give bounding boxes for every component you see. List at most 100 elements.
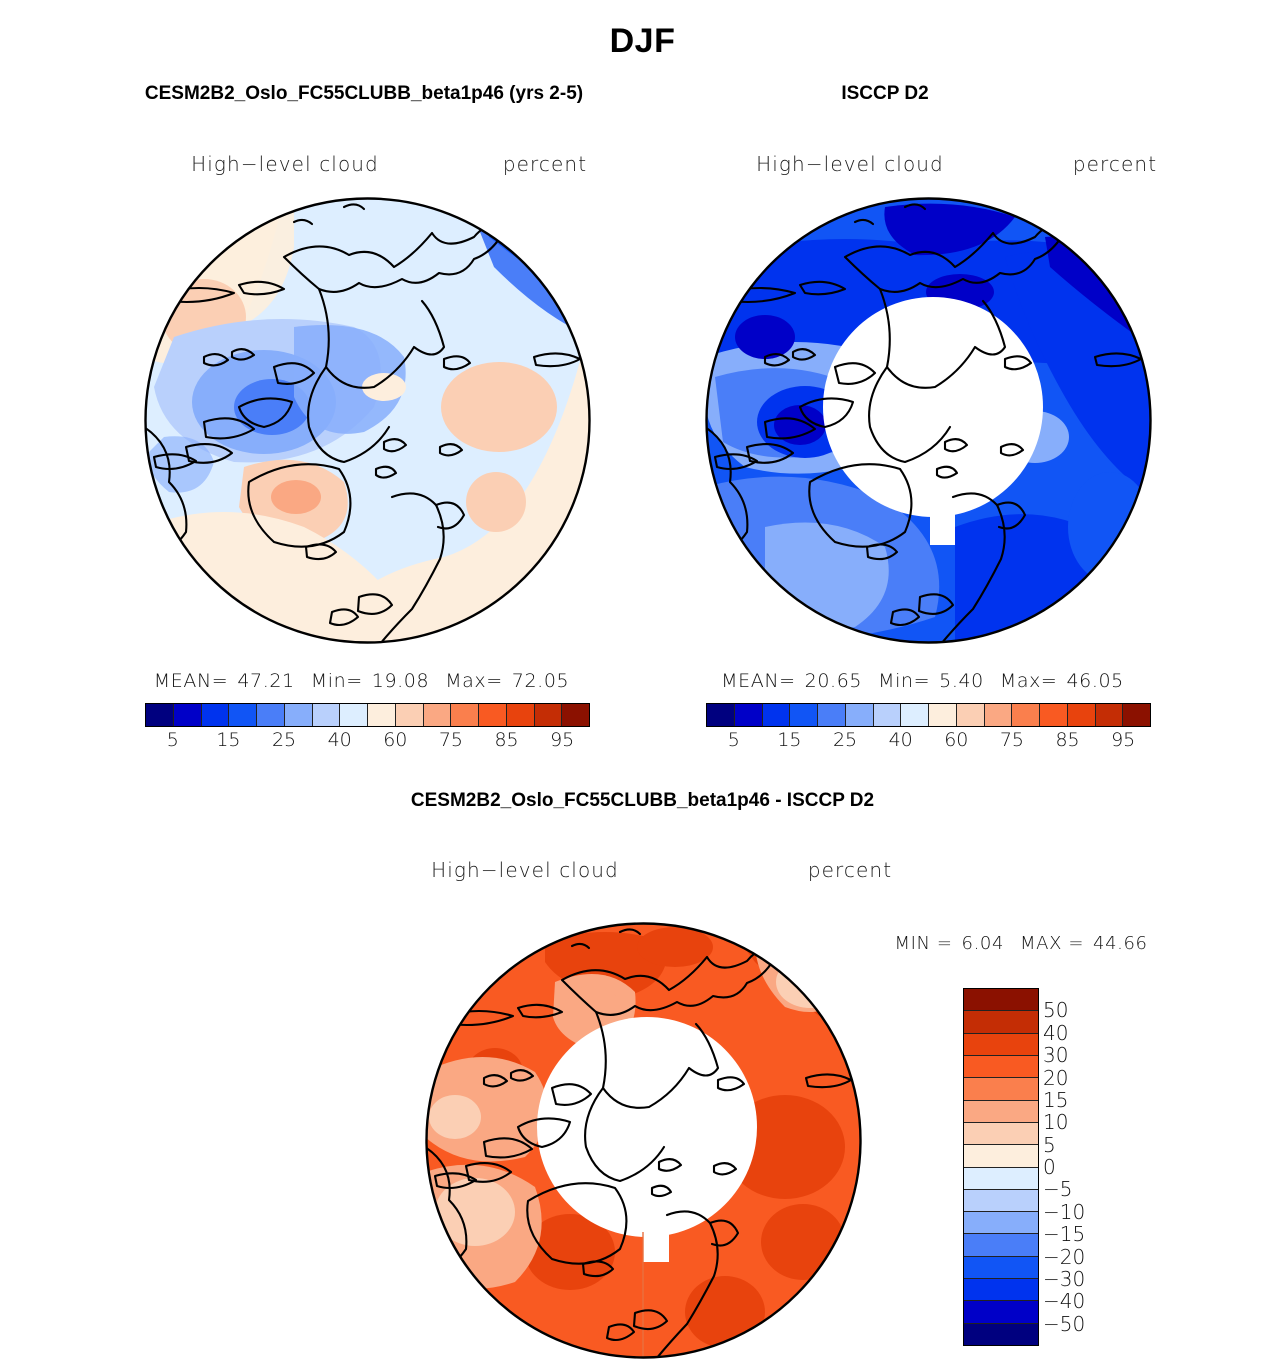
colorbar-cell-8 [368, 704, 396, 726]
model-colorbar-swatches [145, 703, 590, 727]
colorbar-cell-10 [423, 704, 452, 726]
diff-colorbar-tick-2: 40 [1043, 1020, 1069, 1045]
colorbar-tick-95: 95 [1111, 729, 1136, 751]
model-min-value: 19.08 [371, 670, 430, 692]
diff-colorbar-cell-1 [964, 1011, 1038, 1034]
colorbar-cell-8 [929, 704, 957, 726]
diff-colorbar-cell-10 [964, 1212, 1038, 1235]
diff-colorbar-tick-11: −15 [1043, 1222, 1086, 1247]
colorbar-cell-12 [479, 704, 507, 726]
colorbar-tick-85: 85 [1055, 729, 1080, 751]
diff-map [425, 922, 862, 1359]
colorbar-cell-3 [229, 704, 257, 726]
model-stats: MEAN= 47.21 Min= 19.08 Max= 72.05 [145, 670, 590, 692]
diff-colorbar-cell-15 [964, 1323, 1038, 1345]
colorbar-cell-3 [790, 704, 818, 726]
colorbar-cell-0 [707, 704, 735, 726]
colorbar-cell-11 [451, 704, 479, 726]
colorbar-tick-15: 15 [777, 729, 802, 751]
diff-colorbar-tick-5: 15 [1043, 1087, 1069, 1112]
colorbar-tick-15: 15 [216, 729, 241, 751]
obs-stats: MEAN= 20.65 Min= 5.40 Max= 46.05 [706, 670, 1151, 692]
diff-colorbar-ticks: 50 40 30 20 15 10 5 0 −5 −10 −15 −20 −30 −40 −50 [1043, 988, 1133, 1346]
model-min-label: Min= [310, 670, 363, 692]
diff-variable-label: High−level cloud [431, 858, 619, 882]
diff-colorbar-cell-14 [964, 1301, 1038, 1324]
diff-colorbar-swatches [963, 988, 1039, 1346]
colorbar-cell-7 [340, 704, 368, 726]
diff-colorbar-cell-5 [964, 1100, 1038, 1123]
colorbar-tick-5: 5 [727, 729, 740, 751]
model-panel-title: CESM2B2_Oslo_FC55CLUBB_beta1p46 (yrs 2-5… [144, 83, 584, 104]
colorbar-cell-15 [562, 704, 589, 726]
colorbar-tick-85: 85 [494, 729, 519, 751]
obs-colorbar-swatches [706, 703, 1151, 727]
diff-colorbar-tick-7: 5 [1043, 1132, 1056, 1157]
colorbar-cell-13 [1067, 704, 1096, 726]
obs-max-label: Max= [999, 670, 1058, 692]
model-units-label: percent [502, 152, 588, 176]
diff-colorbar-cell-3 [964, 1055, 1038, 1079]
colorbar-tick-60: 60 [944, 729, 969, 751]
colorbar-tick-75: 75 [999, 729, 1025, 751]
diff-colorbar-cell-8 [964, 1167, 1038, 1190]
model-colorbar: 5 15 25 40 60 75 85 95 [145, 703, 590, 751]
colorbar-cell-13 [506, 704, 535, 726]
diff-colorbar-tick-13: −30 [1043, 1266, 1086, 1291]
diff-min-label: MIN = [894, 933, 953, 954]
diff-colorbar-cell-11 [964, 1234, 1038, 1257]
diff-max-value: 44.66 [1093, 933, 1148, 954]
obs-colorbar-ticks: 5 15 25 40 60 75 85 95 [706, 729, 1151, 755]
model-mean-label: MEAN= [153, 670, 229, 692]
colorbar-cell-1 [734, 704, 763, 726]
colorbar-tick-95: 95 [550, 729, 575, 751]
obs-mean-label: MEAN= [721, 670, 796, 692]
colorbar-tick-5: 5 [166, 729, 179, 751]
diff-colorbar: 50 40 30 20 15 10 5 0 −5 −10 −15 −20 −30 −40 −50 [963, 988, 1085, 1346]
diff-colorbar-tick-9: −5 [1043, 1177, 1073, 1202]
colorbar-cell-0 [146, 704, 174, 726]
diff-colorbar-tick-3: 30 [1043, 1043, 1069, 1068]
model-colorbar-ticks: 5 15 25 40 60 75 85 95 [145, 729, 590, 755]
colorbar-tick-40: 40 [888, 729, 913, 751]
diff-colorbar-cell-13 [964, 1279, 1038, 1302]
diff-colorbar-cell-12 [964, 1256, 1038, 1280]
diff-colorbar-tick-1: 50 [1043, 998, 1069, 1023]
obs-units-label: percent [1072, 152, 1158, 176]
model-mean-value: 47.21 [237, 670, 295, 692]
main-title: DJF [609, 22, 676, 60]
colorbar-cell-15 [1123, 704, 1150, 726]
diff-colorbar-tick-10: −10 [1043, 1199, 1086, 1224]
colorbar-cell-2 [201, 704, 230, 726]
obs-mean-value: 20.65 [804, 670, 863, 692]
diff-colorbar-tick-8: 0 [1043, 1155, 1056, 1179]
colorbar-cell-2 [762, 704, 791, 726]
diff-colorbar-cell-9 [964, 1189, 1038, 1213]
colorbar-cell-14 [534, 704, 563, 726]
model-map [144, 197, 591, 644]
obs-variable-label: High−level cloud [756, 152, 944, 176]
colorbar-tick-40: 40 [327, 729, 352, 751]
model-max-value: 72.05 [511, 670, 570, 692]
colorbar-cell-4 [257, 704, 285, 726]
colorbar-tick-75: 75 [438, 729, 464, 751]
diff-stats: MIN = 6.04 MAX = 44.66 [862, 933, 1192, 954]
model-max-label: Max= [445, 670, 503, 692]
obs-min-value: 5.40 [939, 670, 984, 692]
model-variable-label: High−level cloud [191, 152, 379, 176]
colorbar-tick-25: 25 [832, 729, 858, 751]
diff-colorbar-tick-14: −40 [1043, 1289, 1086, 1314]
diff-units-label: percent [807, 858, 893, 882]
colorbar-tick-60: 60 [383, 729, 408, 751]
diff-colorbar-cell-2 [964, 1033, 1038, 1056]
colorbar-tick-25: 25 [271, 729, 297, 751]
colorbar-cell-14 [1095, 704, 1124, 726]
colorbar-cell-7 [901, 704, 929, 726]
diff-max-label: MAX = [1020, 933, 1085, 954]
colorbar-cell-6 [873, 704, 902, 726]
diff-colorbar-cell-7 [964, 1145, 1038, 1168]
diff-colorbar-cell-4 [964, 1078, 1038, 1101]
obs-panel-title: ISCCP D2 [841, 83, 929, 104]
obs-colorbar: 5 15 25 40 60 75 85 95 [706, 703, 1151, 751]
diff-panel-title: CESM2B2_Oslo_FC55CLUBB_beta1p46 - ISCCP … [410, 790, 875, 811]
